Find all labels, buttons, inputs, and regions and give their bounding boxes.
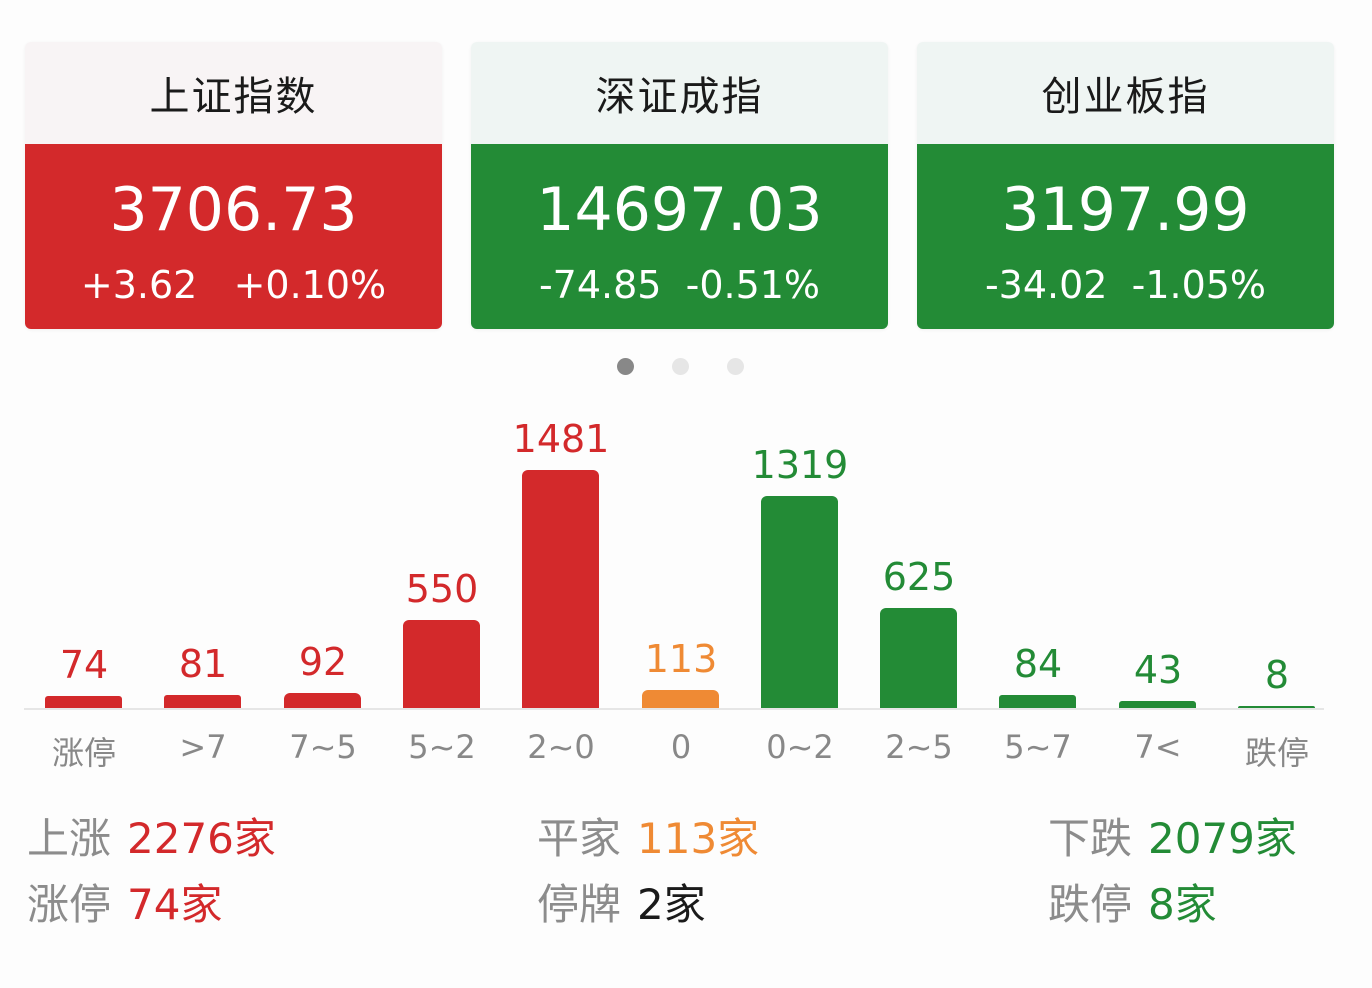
bar-value-label: 81 (178, 642, 228, 686)
bar-value-label: 92 (298, 640, 348, 684)
category-label: >7 (179, 728, 227, 766)
pager-dot-1[interactable] (617, 358, 634, 375)
bar-value-label: 1481 (512, 417, 610, 461)
summary-value: 113家 (637, 814, 760, 863)
bar-9 (1119, 701, 1196, 708)
index-change: +3.62 +0.10% (81, 266, 386, 304)
bar-value-label: 550 (405, 567, 479, 611)
bar-6 (761, 496, 838, 708)
category-label: 2~5 (885, 728, 953, 766)
bar-10 (1238, 706, 1315, 708)
summary-label: 涨停 (27, 880, 112, 929)
index-change: -34.02 -1.05% (985, 266, 1266, 304)
bar-value-label: 74 (59, 643, 109, 687)
bar-value-label: 43 (1133, 648, 1183, 692)
index-name: 深证成指 (471, 42, 888, 144)
category-label: 0~2 (766, 728, 834, 766)
category-label: 涨停 (51, 734, 116, 772)
summary-value: 2276家 (127, 814, 276, 863)
pager-dot-2[interactable] (672, 358, 689, 375)
index-card-chinext[interactable]: 创业板指 3197.99 -34.02 -1.05% (917, 42, 1334, 329)
chart-baseline (24, 708, 1324, 710)
summary-value: 2家 (637, 880, 706, 929)
category-label: 5~7 (1004, 728, 1072, 766)
summary-value: 74家 (127, 880, 223, 929)
bar-8 (999, 695, 1076, 708)
category-label: 跌停 (1244, 734, 1309, 772)
bar-2 (284, 693, 361, 708)
change-percent: -1.05% (1131, 263, 1267, 307)
index-value: 3197.99 (1001, 175, 1250, 245)
carousel-pager (617, 358, 744, 375)
bar-value-label: 84 (1013, 642, 1063, 686)
category-label: 7~5 (289, 728, 357, 766)
change-percent: -0.51% (685, 263, 821, 307)
category-label: 7< (1134, 728, 1182, 766)
bar-value-label: 625 (882, 555, 956, 599)
bar-1 (164, 695, 241, 708)
category-label: 2~0 (527, 728, 595, 766)
category-label: 0 (670, 728, 692, 766)
bar-3 (403, 620, 480, 708)
bar-5 (642, 690, 719, 708)
change-amount: -74.85 (538, 263, 662, 307)
summary-label: 平家 (537, 814, 622, 863)
summary-suspended: 停牌 2家 (537, 884, 706, 926)
distribution-bar-chart: 74 涨停 81 >7 92 7~5 550 5~2 1481 2~0 113 0 1319 0~2 625… (24, 400, 1324, 800)
index-change: -74.85 -0.51% (539, 266, 820, 304)
bar-value-label: 113 (644, 637, 718, 681)
summary-falling: 下跌 2079家 (1048, 818, 1297, 860)
change-amount: +3.62 (80, 263, 198, 307)
bar-value-label: 1319 (751, 443, 849, 487)
summary-label: 停牌 (537, 880, 622, 929)
bar-0 (45, 696, 122, 708)
summary-value: 2079家 (1148, 814, 1297, 863)
index-name: 创业板指 (917, 42, 1334, 144)
change-percent: +0.10% (233, 263, 387, 307)
index-name: 上证指数 (25, 42, 442, 144)
index-value: 3706.73 (109, 175, 358, 245)
index-card-shanghai[interactable]: 上证指数 3706.73 +3.62 +0.10% (25, 42, 442, 329)
bar-7 (880, 608, 957, 708)
summary-value: 8家 (1148, 880, 1217, 929)
summary-label: 上涨 (27, 814, 112, 863)
summary-flat: 平家 113家 (537, 818, 759, 860)
summary-limit-up: 涨停 74家 (27, 884, 222, 926)
summary-limit-down: 跌停 8家 (1048, 884, 1217, 926)
summary-rising: 上涨 2276家 (27, 818, 276, 860)
change-amount: -34.02 (984, 263, 1108, 307)
category-label: 5~2 (408, 728, 476, 766)
summary-label: 跌停 (1048, 880, 1133, 929)
index-card-shenzhen[interactable]: 深证成指 14697.03 -74.85 -0.51% (471, 42, 888, 329)
index-value: 14697.03 (536, 175, 823, 245)
bar-value-label: 8 (1264, 653, 1290, 697)
summary-label: 下跌 (1048, 814, 1133, 863)
pager-dot-3[interactable] (727, 358, 744, 375)
bar-4 (522, 470, 599, 708)
